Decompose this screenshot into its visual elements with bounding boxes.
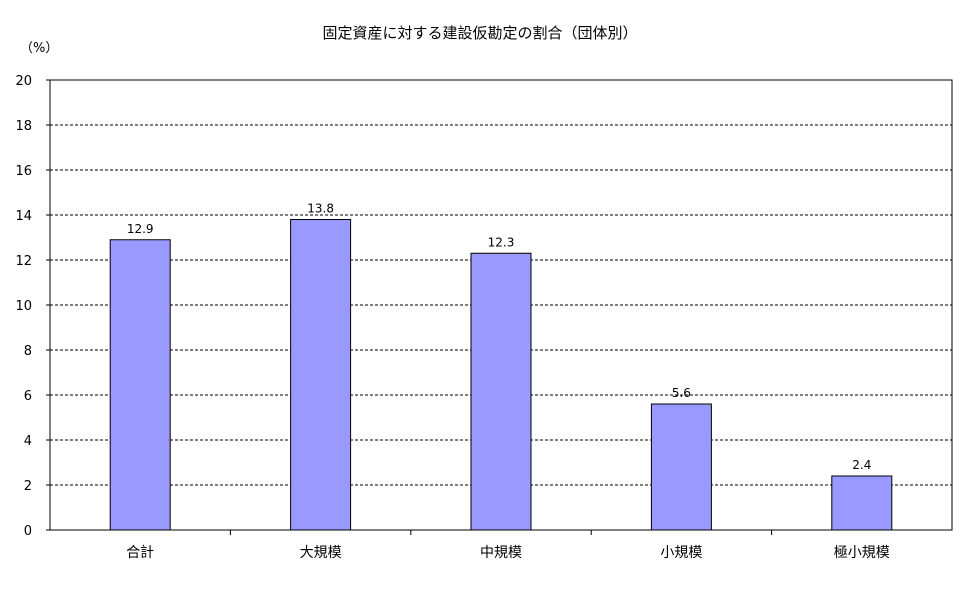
bar	[470, 252, 532, 531]
bars	[109, 219, 893, 531]
y-tick-label: 2	[24, 479, 32, 494]
y-tick-labels: 0 2 4 6 8 10 12 14 16 18 20	[15, 74, 50, 539]
x-tick-label: 極小規模	[834, 545, 890, 561]
y-tick-label: 18	[15, 119, 32, 134]
y-tick-label: 20	[15, 74, 32, 89]
data-labels: 12.9 13.8 12.3 5.6 2.4	[127, 202, 872, 473]
y-tick-label: 10	[15, 299, 32, 314]
x-tick-label: 小規模	[660, 545, 702, 561]
x-tick-label: 中規模	[480, 545, 522, 561]
y-tick-label: 4	[24, 434, 32, 449]
data-label: 12.9	[127, 222, 154, 236]
y-axis-unit: （%）	[20, 41, 58, 56]
y-tick-label: 16	[15, 164, 32, 179]
y-tick-label: 6	[24, 389, 32, 404]
data-label: 5.6	[672, 386, 691, 400]
y-tick-label: 12	[15, 254, 32, 269]
y-tick-label: 0	[24, 524, 32, 539]
data-label: 2.4	[852, 458, 871, 472]
x-tick-label: 合計	[126, 545, 154, 561]
bar	[831, 475, 893, 531]
bar	[290, 219, 352, 531]
bar	[109, 239, 171, 531]
y-tick-label: 8	[24, 344, 32, 359]
data-label: 13.8	[307, 202, 334, 216]
x-tick-labels: 合計 大規模 中規模 小規模 極小規模	[126, 545, 890, 561]
y-tick-label: 14	[15, 209, 32, 224]
x-tick-label: 大規模	[300, 545, 342, 561]
bar	[650, 403, 712, 531]
chart-title: 固定資産に対する建設仮勘定の割合（団体別）	[322, 24, 637, 42]
data-label: 12.3	[488, 235, 515, 249]
